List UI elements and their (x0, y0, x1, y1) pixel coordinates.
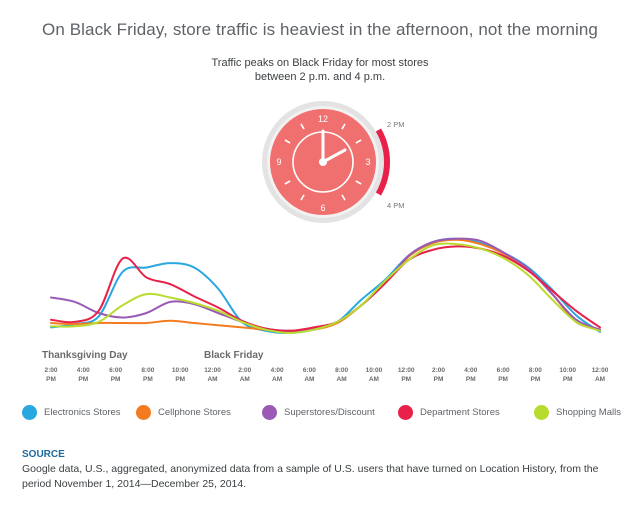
subtitle-line-1: Traffic peaks on Black Friday for most s… (211, 57, 429, 69)
x-tick-label: 2:00 PM (44, 367, 57, 383)
x-axis-ticks: 2:00 PM 4:00 PM 6:00 PM 8:00 PM 10:00 PM 12:00 AM 2:… (44, 367, 608, 383)
subtitle-line-2: between 2 p.m. and 4 p.m. (254, 71, 386, 83)
legend: Electronics Stores Cellphone Stores Supers… (22, 402, 632, 422)
clock-center-pin (319, 158, 327, 166)
x-tick-label: 6:00 PM (497, 367, 510, 383)
x-tick-label: 8:00 PM (529, 367, 542, 383)
clock-tick-4 (355, 180, 362, 185)
series-line-superstores-discount (50, 237, 601, 332)
clock-tick-8 (284, 180, 291, 185)
clock-number-6: 6 (320, 203, 325, 213)
peak-time-arc (375, 128, 390, 196)
legend-swatch (262, 404, 277, 420)
legend-label: Superstores/Discount (284, 406, 375, 418)
x-tick-label: 4:00 PM (77, 367, 90, 383)
legend-swatch (22, 404, 37, 420)
chart-subtitle: Traffic peaks on Black Friday for most s… (170, 56, 470, 84)
range-end-label: 4 PM (387, 201, 405, 210)
legend-item: Shopping Malls (534, 402, 621, 422)
x-tick-label: 6:00 AM (303, 367, 316, 383)
x-tick-label: 12:00 PM (398, 367, 415, 383)
series-line-shopping-malls (50, 242, 601, 334)
clock-number-12: 12 (318, 114, 328, 124)
legend-swatch (534, 404, 549, 420)
legend-label: Electronics Stores (44, 406, 121, 418)
clock-tick-7 (300, 194, 305, 201)
x-tick-label: 2:00 AM (238, 367, 251, 383)
day-label-thanksgiving: Thanksgiving Day (42, 350, 128, 361)
legend-item: Superstores/Discount (262, 402, 375, 422)
clock-ticks (284, 123, 362, 201)
legend-swatch (136, 404, 151, 420)
x-tick-label: 8:00 AM (335, 367, 348, 383)
legend-item: Electronics Stores (22, 402, 121, 422)
legend-swatch (398, 404, 413, 420)
legend-label: Cellphone Stores (158, 406, 231, 418)
clock-tick-11 (300, 123, 305, 130)
legend-label: Department Stores (420, 406, 500, 418)
legend-item: Cellphone Stores (136, 402, 231, 422)
clock-hour-hand (321, 148, 347, 164)
x-tick-label: 10:00 PM (559, 367, 576, 383)
clock-number-9: 9 (276, 157, 281, 167)
x-tick-label: 6:00 PM (109, 367, 122, 383)
x-tick-label: 10:00 PM (172, 367, 189, 383)
legend-label: Shopping Malls (556, 406, 621, 418)
legend-item: Department Stores (398, 402, 500, 422)
clock-tick-10 (284, 139, 291, 144)
series-line-electronics-stores (50, 237, 601, 335)
x-tick-label: 12:00 AM (592, 367, 609, 383)
clock-tick-5 (341, 194, 346, 201)
x-tick-label: 4:00 PM (464, 367, 477, 383)
x-tick-label: 8:00 PM (141, 367, 154, 383)
x-tick-label: 10:00 AM (366, 367, 383, 383)
series-line-department-stores (50, 245, 601, 332)
chart-title: On Black Friday, store traffic is heavie… (42, 20, 598, 39)
source-text: Google data, U.S., aggregated, anonymize… (22, 463, 599, 490)
x-tick-label: 4:00 AM (271, 367, 284, 383)
series-line-cellphone-stores (50, 238, 601, 333)
series-layer (50, 237, 601, 335)
clock-tick-2 (355, 139, 362, 144)
clock-icon: 12 3 6 9 2 PM 4 PM (262, 101, 405, 223)
clock-tick-1 (341, 123, 346, 130)
clock-number-3: 3 (365, 157, 370, 167)
day-label-black-friday: Black Friday (204, 350, 264, 361)
source-heading: SOURCE (22, 449, 65, 460)
x-tick-label: 2:00 PM (432, 367, 445, 383)
x-tick-label: 12:00 AM (204, 367, 221, 383)
range-start-label: 2 PM (387, 120, 405, 129)
